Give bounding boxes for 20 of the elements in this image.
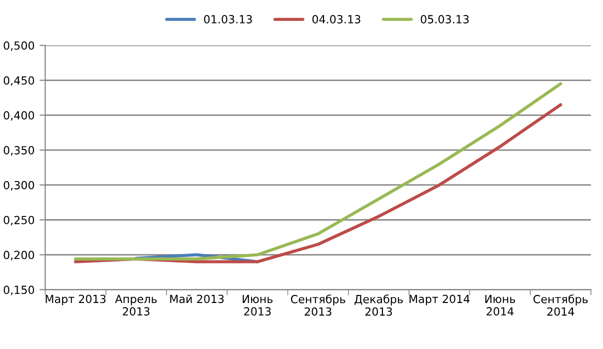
x-tick-label: Сентябрь 2013 — [290, 294, 346, 316]
x-tick-label: Сентябрь 2014 — [534, 294, 588, 316]
y-tick-label: 0,150 — [4, 286, 34, 296]
x-tick-label: Май 2013 — [170, 294, 224, 304]
legend-label: 04.03.13 — [312, 15, 360, 24]
legend-label: 01.03.13 — [204, 15, 252, 24]
y-tick-label: 0,300 — [4, 180, 34, 190]
x-tick-label: Апрель 2013 — [115, 294, 157, 316]
x-tick-label: Декабрь 2013 — [354, 294, 403, 316]
y-tick-label: 0,250 — [4, 216, 34, 226]
x-tick-label: Июнь 2014 — [485, 294, 516, 316]
y-tick-label: 0,450 — [4, 76, 34, 86]
y-tick-label: 0,500 — [4, 41, 34, 51]
x-tick-label: Март 2013 — [46, 294, 106, 306]
y-tick-label: 0,200 — [4, 250, 34, 260]
x-tick-label: Март 2014 — [410, 294, 470, 306]
y-tick-label: 0,350 — [4, 146, 34, 156]
legend-label: 05.03.13 — [420, 15, 469, 24]
x-tick-label: Июнь 2013 — [242, 294, 273, 316]
y-tick-label: 0,400 — [4, 111, 34, 121]
